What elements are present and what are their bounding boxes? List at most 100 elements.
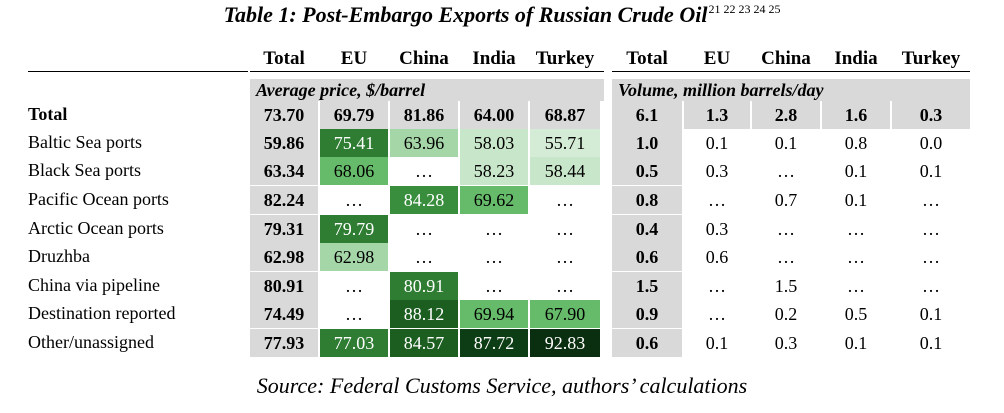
row-label: Black Sea ports	[28, 160, 141, 181]
price-cell: 92.83	[530, 329, 600, 357]
price-cell: …	[320, 186, 388, 214]
row-label: China via pipeline	[28, 275, 160, 296]
column-header: Total	[250, 48, 318, 70]
price-cell: 82.24	[250, 186, 318, 214]
price-cell: …	[390, 215, 458, 243]
column-header: China	[390, 48, 458, 70]
price-cell: 58.23	[460, 157, 528, 185]
volume-cell: 0.5	[612, 157, 682, 185]
price-cell: 81.86	[390, 101, 458, 129]
price-cell: 58.03	[460, 129, 528, 157]
price-cell: 84.57	[390, 329, 458, 357]
price-cell: …	[320, 300, 388, 328]
price-cell: 75.41	[320, 129, 388, 157]
price-cell: …	[460, 243, 528, 271]
row-label: Arctic Ocean ports	[28, 218, 164, 239]
volume-cell: 0.1	[892, 157, 970, 185]
header-rule-price	[250, 71, 604, 72]
price-cell: 73.70	[250, 101, 318, 129]
volume-cell: 0.7	[752, 186, 820, 214]
volume-cell: 1.3	[684, 101, 750, 129]
table-title: Table 1: Post-Embargo Exports of Russian…	[0, 2, 1004, 28]
volume-cell: …	[822, 215, 890, 243]
volume-cell: 1.5	[752, 272, 820, 300]
volume-cell: 1.0	[612, 129, 682, 157]
column-header: EU	[320, 48, 388, 70]
table-title-text: Table 1: Post-Embargo Exports of Russian…	[224, 2, 708, 27]
price-cell: 88.12	[390, 300, 458, 328]
volume-cell: …	[892, 272, 970, 300]
price-cell: 63.96	[390, 129, 458, 157]
price-cell: 62.98	[320, 243, 388, 271]
volume-cell: 0.1	[684, 329, 750, 357]
row-label: Druzhba	[28, 246, 90, 267]
volume-cell: 0.6	[612, 243, 682, 271]
volume-cell: 0.0	[892, 129, 970, 157]
volume-cell: 0.9	[612, 300, 682, 328]
price-cell: 68.87	[530, 101, 600, 129]
volume-cell: …	[822, 243, 890, 271]
volume-cell: 0.1	[684, 129, 750, 157]
price-cell: 62.98	[250, 243, 318, 271]
price-cell: 55.71	[530, 129, 600, 157]
price-cell: 79.79	[320, 215, 388, 243]
price-cell: 69.79	[320, 101, 388, 129]
row-label: Pacific Ocean ports	[28, 189, 169, 210]
volume-cell: …	[892, 186, 970, 214]
column-header: Total	[612, 48, 682, 70]
price-cell: 84.28	[390, 186, 458, 214]
price-cell: …	[460, 215, 528, 243]
volume-cell: …	[752, 243, 820, 271]
price-cell: 80.91	[250, 272, 318, 300]
volume-cell: 0.6	[684, 243, 750, 271]
volume-cell: …	[752, 157, 820, 185]
volume-cell: 0.3	[892, 101, 970, 129]
volume-cell: …	[684, 272, 750, 300]
price-cell: 63.34	[250, 157, 318, 185]
volume-cell: …	[684, 300, 750, 328]
row-label: Other/unassigned	[28, 332, 154, 353]
price-cell: 77.93	[250, 329, 318, 357]
volume-cell: 0.5	[822, 300, 890, 328]
price-cell: 74.49	[250, 300, 318, 328]
header-rule-left	[28, 71, 248, 72]
volume-cell: 0.1	[892, 329, 970, 357]
volume-cell: 0.8	[612, 186, 682, 214]
price-cell: 67.90	[530, 300, 600, 328]
column-header: India	[460, 48, 528, 70]
price-cell: 79.31	[250, 215, 318, 243]
column-header: China	[752, 48, 820, 70]
volume-cell: 0.4	[612, 215, 682, 243]
source-note: Source: Federal Customs Service, authors…	[0, 373, 1004, 399]
price-cell: …	[390, 157, 458, 185]
volume-cell: 0.1	[822, 186, 890, 214]
footnote-refs: 21 22 23 24 25	[708, 2, 780, 16]
row-label: Destination reported	[28, 303, 175, 324]
volume-cell: 2.8	[752, 101, 820, 129]
price-cell: …	[530, 186, 600, 214]
price-cell: 77.03	[320, 329, 388, 357]
column-header: Turkey	[530, 48, 600, 70]
volume-cell: 0.1	[752, 129, 820, 157]
price-cell: 87.72	[460, 329, 528, 357]
volume-subheader: Volume, million barrels/day	[612, 79, 970, 101]
row-label: Baltic Sea ports	[28, 132, 142, 153]
price-cell: …	[530, 215, 600, 243]
volume-cell: 0.1	[892, 300, 970, 328]
price-cell: 80.91	[390, 272, 458, 300]
volume-cell: 0.2	[752, 300, 820, 328]
price-cell: 69.94	[460, 300, 528, 328]
volume-cell: 1.5	[612, 272, 682, 300]
row-label: Total	[28, 104, 67, 125]
price-cell: 58.44	[530, 157, 600, 185]
volume-cell: 0.3	[684, 215, 750, 243]
volume-cell: 0.3	[752, 329, 820, 357]
volume-cell: 0.1	[822, 157, 890, 185]
price-cell: …	[460, 272, 528, 300]
price-cell: 59.86	[250, 129, 318, 157]
volume-cell: 0.6	[612, 329, 682, 357]
volume-cell: …	[684, 186, 750, 214]
volume-cell: 0.3	[684, 157, 750, 185]
volume-cell: …	[752, 215, 820, 243]
volume-cell: …	[892, 215, 970, 243]
